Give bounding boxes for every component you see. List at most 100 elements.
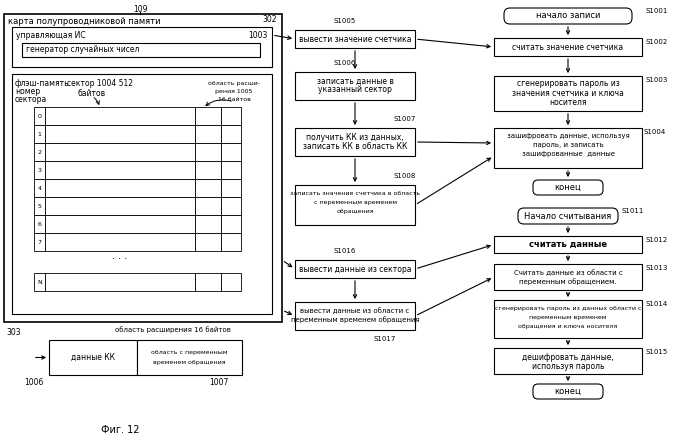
Text: S1001: S1001 — [646, 8, 668, 14]
FancyBboxPatch shape — [504, 8, 632, 24]
Bar — [195, 215, 221, 233]
Bar — [12, 74, 272, 314]
Text: флэш-память: флэш-память — [15, 78, 70, 88]
Text: S1013: S1013 — [645, 265, 668, 271]
Text: область расши-: область расши- — [208, 81, 260, 85]
Text: S1016: S1016 — [334, 248, 356, 254]
Text: номер: номер — [15, 86, 40, 95]
Text: S1008: S1008 — [394, 173, 416, 179]
Text: 6: 6 — [38, 221, 41, 226]
Bar — [494, 300, 642, 338]
Text: конец: конец — [554, 387, 582, 396]
Text: переменным обращением.: переменным обращением. — [519, 279, 617, 286]
Text: временем обращения: временем обращения — [153, 360, 226, 364]
Bar — [195, 233, 221, 251]
Bar — [221, 233, 241, 251]
Bar — [295, 30, 415, 48]
Bar — [494, 38, 642, 56]
Text: байтов: байтов — [78, 89, 106, 98]
Bar — [494, 348, 642, 374]
Text: Фиг. 12: Фиг. 12 — [101, 425, 139, 435]
Text: вывести данные из области с: вывести данные из области с — [301, 307, 410, 314]
Text: записать данные в: записать данные в — [317, 76, 394, 85]
Text: область расширения 16 байтов: область расширения 16 байтов — [115, 327, 231, 334]
Bar — [45, 197, 195, 215]
Text: считать данные: считать данные — [529, 240, 607, 249]
Bar — [34, 233, 45, 251]
Text: S1011: S1011 — [621, 208, 643, 214]
Text: S1005: S1005 — [334, 18, 356, 24]
Bar — [195, 161, 221, 179]
Bar — [45, 161, 195, 179]
Bar — [45, 125, 195, 143]
Bar — [195, 273, 221, 291]
Text: получить КК из данных,: получить КК из данных, — [306, 133, 404, 142]
Text: сгенерировать пароль из: сгенерировать пароль из — [517, 79, 619, 89]
Text: 3: 3 — [38, 167, 41, 173]
Bar — [221, 215, 241, 233]
Text: S1012: S1012 — [645, 237, 668, 243]
Text: носителя: носителя — [549, 98, 586, 106]
Bar — [494, 264, 642, 290]
Bar — [221, 143, 241, 161]
Text: 7: 7 — [38, 239, 41, 245]
Text: переменным временем обращения: переменным временем обращения — [291, 317, 419, 324]
FancyBboxPatch shape — [533, 384, 603, 399]
Text: вывести данные из сектора: вывести данные из сектора — [298, 265, 411, 273]
Text: используя пароль: используя пароль — [532, 361, 604, 371]
Text: 0: 0 — [38, 113, 41, 119]
Text: с переменным временем: с переменным временем — [313, 200, 396, 204]
Bar — [221, 273, 241, 291]
Text: 302: 302 — [262, 14, 277, 24]
Bar — [34, 125, 45, 143]
Text: управляющая ИС: управляющая ИС — [16, 31, 85, 40]
Bar — [221, 107, 241, 125]
Text: N: N — [37, 279, 42, 285]
Text: сгенерировать пароль из данных области с: сгенерировать пароль из данных области с — [495, 306, 641, 310]
Bar — [34, 179, 45, 197]
Text: 5: 5 — [38, 204, 41, 208]
Text: конец: конец — [554, 183, 582, 192]
Bar — [195, 107, 221, 125]
Text: 4: 4 — [38, 185, 41, 191]
Text: рения 1005: рения 1005 — [215, 89, 252, 93]
Bar — [34, 107, 45, 125]
Text: сектора: сектора — [15, 95, 48, 103]
Text: S1004: S1004 — [643, 129, 665, 135]
Bar — [221, 197, 241, 215]
Text: обращения: обращения — [336, 208, 374, 214]
Text: S1007: S1007 — [394, 116, 416, 122]
Text: пароль, и записать: пароль, и записать — [533, 142, 603, 148]
Bar — [22, 43, 260, 57]
Text: данные КК: данные КК — [71, 353, 115, 362]
Text: переменным временем: переменным временем — [529, 314, 607, 320]
Text: зашифрованные  данные: зашифрованные данные — [521, 151, 614, 157]
Bar — [45, 179, 195, 197]
Text: указанный сектор: указанный сектор — [318, 85, 392, 95]
Text: генератор случайных чисел: генератор случайных чисел — [26, 45, 139, 54]
Bar — [195, 125, 221, 143]
Bar — [295, 260, 415, 278]
Text: 16 байтов: 16 байтов — [217, 96, 250, 102]
Bar — [221, 161, 241, 179]
Bar — [195, 197, 221, 215]
Bar — [295, 128, 415, 156]
Text: считать значение счетчика: считать значение счетчика — [512, 42, 624, 51]
Text: S1014: S1014 — [645, 301, 668, 307]
Text: 2: 2 — [38, 150, 41, 154]
Text: начало записи: начало записи — [536, 11, 600, 20]
Text: 1003: 1003 — [249, 31, 268, 40]
Text: S1015: S1015 — [645, 349, 668, 355]
FancyBboxPatch shape — [533, 180, 603, 195]
Text: · · ·: · · · — [113, 254, 128, 264]
Bar — [45, 143, 195, 161]
Bar — [34, 197, 45, 215]
Bar — [295, 185, 415, 225]
Text: обращения и ключа носителя: обращения и ключа носителя — [519, 324, 618, 328]
Bar — [49, 340, 137, 375]
Text: 109: 109 — [133, 4, 147, 14]
Text: 1: 1 — [38, 132, 41, 136]
Text: S1017: S1017 — [374, 336, 396, 342]
Text: записать КК в область КК: записать КК в область КК — [303, 142, 408, 150]
Text: S1003: S1003 — [645, 77, 668, 83]
